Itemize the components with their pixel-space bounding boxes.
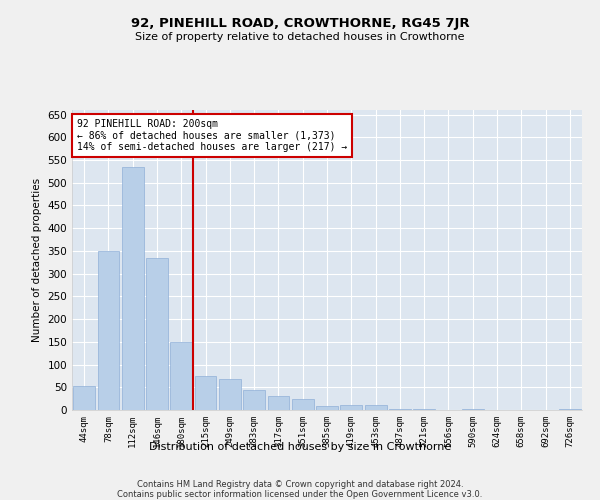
Bar xyxy=(268,396,289,410)
Text: Size of property relative to detached houses in Crowthorne: Size of property relative to detached ho… xyxy=(135,32,465,42)
Bar xyxy=(316,406,338,410)
Bar xyxy=(413,409,435,410)
Bar xyxy=(462,409,484,410)
Y-axis label: Number of detached properties: Number of detached properties xyxy=(32,178,42,342)
Bar xyxy=(559,409,581,410)
Bar xyxy=(292,398,314,410)
Text: Distribution of detached houses by size in Crowthorne: Distribution of detached houses by size … xyxy=(149,442,451,452)
Bar xyxy=(365,406,386,410)
Bar xyxy=(170,342,192,410)
Bar xyxy=(389,409,411,410)
Text: 92, PINEHILL ROAD, CROWTHORNE, RG45 7JR: 92, PINEHILL ROAD, CROWTHORNE, RG45 7JR xyxy=(131,18,469,30)
Bar xyxy=(122,167,143,410)
Text: 92 PINEHILL ROAD: 200sqm
← 86% of detached houses are smaller (1,373)
14% of sem: 92 PINEHILL ROAD: 200sqm ← 86% of detach… xyxy=(77,119,347,152)
Bar xyxy=(146,258,168,410)
Bar xyxy=(97,251,119,410)
Bar xyxy=(73,386,95,410)
Bar xyxy=(219,379,241,410)
Text: Contains HM Land Registry data © Crown copyright and database right 2024.
Contai: Contains HM Land Registry data © Crown c… xyxy=(118,480,482,500)
Bar xyxy=(194,376,217,410)
Bar xyxy=(340,406,362,410)
Bar xyxy=(243,390,265,410)
